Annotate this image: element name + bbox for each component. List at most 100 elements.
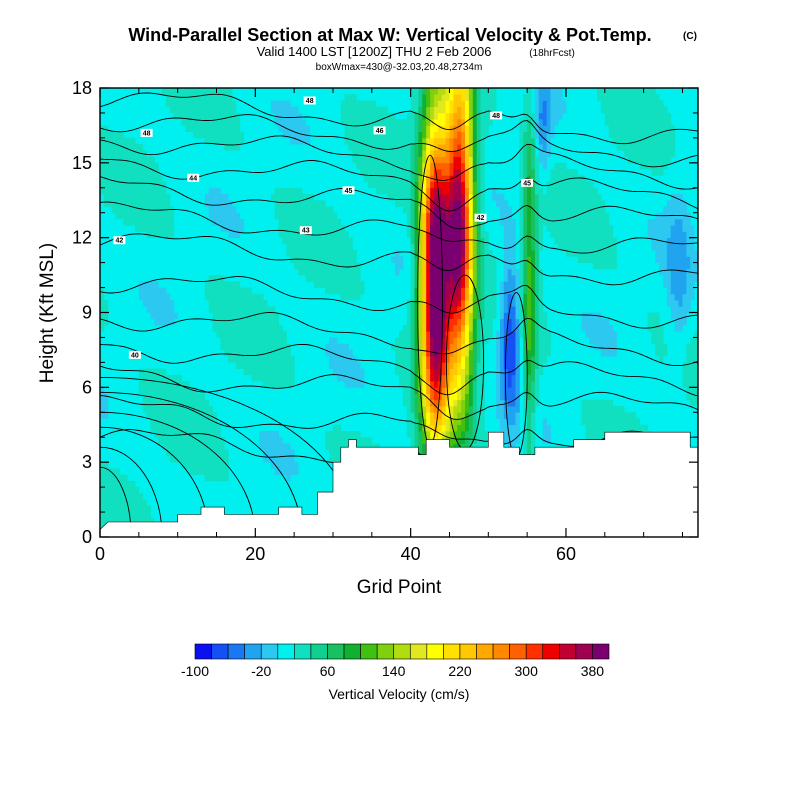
velocity-cell — [566, 243, 571, 251]
velocity-cell — [426, 181, 431, 189]
velocity-cell — [410, 106, 415, 114]
velocity-cell — [484, 268, 489, 276]
velocity-cell — [635, 144, 641, 151]
velocity-cell — [655, 225, 660, 232]
velocity-cell — [208, 468, 213, 475]
velocity-cell — [336, 356, 342, 363]
velocity-cell — [204, 200, 210, 207]
velocity-cell — [624, 144, 629, 151]
velocity-cell — [146, 219, 151, 226]
velocity-cell — [418, 449, 423, 457]
velocity-cell — [142, 225, 147, 232]
velocity-cell — [632, 144, 637, 151]
velocity-cell — [449, 437, 454, 444]
velocity-cell — [371, 131, 377, 139]
velocity-cell — [208, 187, 213, 195]
velocity-cell — [414, 150, 419, 157]
velocity-cell — [480, 100, 485, 108]
velocity-cell — [538, 356, 544, 363]
velocity-cell — [410, 356, 415, 363]
velocity-cell — [624, 125, 629, 132]
velocity-cell — [511, 231, 516, 238]
velocity-cell — [103, 487, 109, 494]
velocity-cell — [449, 250, 454, 257]
velocity-cell — [220, 449, 225, 457]
velocity-cell — [585, 399, 590, 407]
velocity-cell — [581, 194, 586, 201]
velocity-cell — [577, 181, 582, 189]
velocity-cell — [577, 237, 582, 245]
velocity-cell — [395, 268, 400, 276]
velocity-cell — [449, 275, 454, 282]
velocity-cell — [542, 212, 547, 220]
velocity-cell — [185, 119, 190, 126]
velocity-cell — [173, 437, 179, 444]
velocity-cell — [531, 131, 536, 139]
velocity-cell — [169, 231, 175, 238]
velocity-cell — [655, 349, 660, 357]
velocity-cell — [418, 100, 423, 108]
velocity-cell — [628, 100, 633, 108]
velocity-cell — [507, 356, 512, 363]
velocity-cell — [480, 144, 485, 151]
velocity-cell — [523, 443, 528, 451]
velocity-cell — [624, 412, 629, 419]
velocity-cell — [142, 393, 147, 401]
velocity-cell — [111, 144, 116, 151]
velocity-cell — [321, 200, 326, 207]
velocity-cell — [375, 106, 380, 114]
velocity-cell — [216, 131, 221, 139]
velocity-cell — [643, 94, 648, 101]
velocity-cell — [228, 106, 233, 114]
velocity-cell — [395, 137, 400, 145]
velocity-cell — [158, 293, 163, 301]
velocity-cell — [562, 106, 567, 114]
velocity-cell — [414, 231, 419, 238]
velocity-cell — [515, 418, 520, 426]
velocity-cell — [500, 393, 505, 401]
velocity-cell — [453, 194, 458, 201]
velocity-cell — [519, 194, 524, 201]
velocity-cell — [301, 268, 307, 276]
velocity-cell — [468, 137, 474, 145]
velocity-cell — [321, 275, 326, 282]
velocity-cell — [243, 318, 248, 326]
velocity-cell — [670, 275, 676, 282]
velocity-cell — [542, 150, 547, 157]
velocity-cell — [189, 112, 194, 120]
velocity-cell — [441, 337, 446, 344]
velocity-cell — [527, 162, 532, 170]
velocity-cell — [298, 112, 303, 120]
velocity-cell — [433, 219, 439, 226]
velocity-cell — [566, 169, 571, 176]
velocity-cell — [410, 225, 415, 232]
velocity-cell — [111, 505, 116, 513]
velocity-cell — [204, 462, 210, 469]
velocity-cell — [278, 225, 283, 232]
velocity-cell — [527, 169, 532, 176]
velocity-cell — [453, 381, 458, 388]
velocity-cell — [169, 393, 175, 401]
velocity-cell — [655, 106, 660, 114]
velocity-cell — [468, 287, 474, 295]
velocity-cell — [131, 480, 136, 488]
velocity-cell — [666, 250, 672, 257]
velocity-cell — [437, 268, 443, 276]
velocity-cell — [647, 125, 652, 132]
velocity-cell — [426, 112, 431, 120]
velocity-cell — [204, 455, 210, 463]
velocity-cell — [418, 194, 423, 201]
velocity-cell — [577, 206, 582, 214]
velocity-cell — [589, 250, 594, 257]
velocity-cell — [364, 443, 369, 451]
velocity-cell — [430, 325, 435, 332]
velocity-cell — [138, 287, 144, 295]
velocity-cell — [375, 162, 380, 170]
velocity-cell — [523, 318, 528, 326]
velocity-cell — [278, 356, 283, 363]
velocity-cell — [550, 219, 555, 226]
velocity-cell — [430, 306, 435, 313]
velocity-cell — [670, 225, 676, 232]
velocity-cell — [146, 281, 151, 288]
velocity-cell — [519, 231, 524, 238]
